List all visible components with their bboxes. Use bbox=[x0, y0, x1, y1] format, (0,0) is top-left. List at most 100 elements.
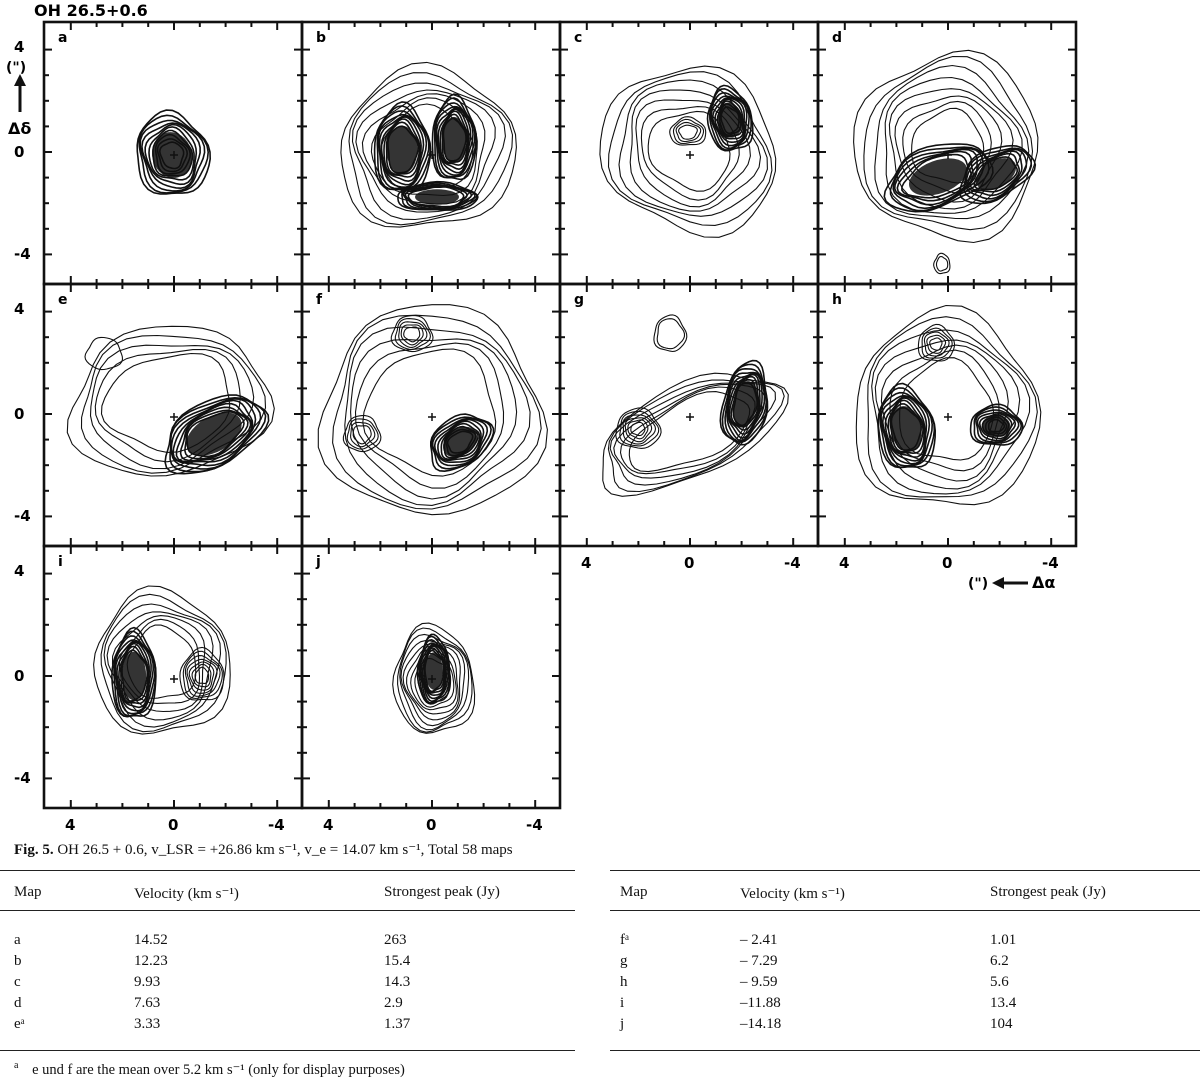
table-rule-bottom-left bbox=[0, 1050, 575, 1051]
table-cell-map: a bbox=[14, 932, 21, 948]
center-cross bbox=[170, 413, 178, 421]
table-rule-bottom-right bbox=[610, 1050, 1200, 1051]
table-cell-peak: 5.6 bbox=[990, 974, 1009, 990]
header-peak: Strongest peak (Jy) bbox=[384, 884, 500, 900]
y-tick-label: -4 bbox=[14, 245, 31, 263]
y-tick-label: 0 bbox=[14, 143, 24, 161]
table-cell-velocity: – 2.41 bbox=[740, 932, 778, 948]
y-tick-label: 4 bbox=[14, 300, 24, 318]
table-cell-velocity: –14.18 bbox=[740, 1016, 782, 1032]
table-cell-map: b bbox=[14, 953, 22, 969]
table-cell-velocity: 3.33 bbox=[134, 1016, 161, 1032]
x-axis-unit: (") bbox=[968, 576, 988, 592]
center-cross bbox=[686, 413, 694, 421]
x-tick-label: 4 bbox=[65, 816, 75, 834]
y-tick-label: 4 bbox=[14, 38, 24, 56]
x-tick-label: -4 bbox=[784, 554, 801, 572]
caption-text: OH 26.5 + 0.6, v_LSR = +26.86 km s⁻¹, v_… bbox=[57, 842, 513, 858]
panel-b: b bbox=[300, 20, 562, 286]
table-cell-peak: 263 bbox=[384, 932, 407, 948]
footnote-marker: a bbox=[14, 1060, 19, 1071]
y-axis-unit: (") bbox=[6, 60, 26, 76]
header-velocity: Velocity (km s⁻¹) bbox=[134, 886, 239, 902]
table-cell-peak: 2.9 bbox=[384, 995, 403, 1011]
panel-e: e 4 0 -4 bbox=[14, 282, 304, 548]
contour-lines bbox=[602, 314, 789, 497]
contour-lines bbox=[136, 109, 212, 195]
figure-caption: Fig. 5. OH 26.5 + 0.6, v_LSR = +26.86 km… bbox=[14, 840, 513, 859]
panel-label: g bbox=[574, 292, 584, 308]
x-axis-label: Δα bbox=[1032, 573, 1055, 592]
table-cell-peak: 14.3 bbox=[384, 974, 411, 990]
footnote-text: e und f are the mean over 5.2 km s⁻¹ (on… bbox=[32, 1061, 405, 1078]
table-cell-map: g bbox=[620, 953, 628, 969]
panel-frame bbox=[300, 282, 562, 548]
y-tick-label: -4 bbox=[14, 507, 31, 525]
center-cross bbox=[170, 675, 178, 683]
table-rule-top-left bbox=[0, 870, 575, 871]
x-tick-label: 4 bbox=[323, 816, 333, 834]
panel-j: j 4 0 -4 bbox=[300, 544, 562, 834]
footnote: a e und f are the mean over 5.2 km s⁻¹ (… bbox=[14, 1060, 405, 1079]
table-cell-map: d bbox=[14, 995, 22, 1011]
panel-a: a 4 0 -4 bbox=[14, 20, 304, 286]
panel-label: e bbox=[58, 292, 68, 308]
table-rule-mid-right bbox=[610, 910, 1200, 911]
table-cell-peak: 1.01 bbox=[990, 932, 1017, 948]
panel-f: f bbox=[300, 282, 562, 548]
table-cell-velocity: – 7.29 bbox=[740, 953, 778, 969]
panel-label: h bbox=[832, 292, 842, 308]
y-axis-label: Δδ bbox=[8, 119, 31, 138]
x-tick-label: 0 bbox=[426, 816, 436, 834]
panel-frame bbox=[558, 282, 820, 548]
panel-frame bbox=[42, 544, 304, 810]
table-rule-mid-left bbox=[0, 910, 575, 911]
x-tick-label: 4 bbox=[839, 554, 849, 572]
x-tick-label: -4 bbox=[526, 816, 543, 834]
contour-lines bbox=[93, 585, 231, 735]
table-cell-velocity: – 9.59 bbox=[740, 974, 778, 990]
table-rule-top-right bbox=[610, 870, 1200, 871]
center-cross bbox=[428, 413, 436, 421]
panel-label: i bbox=[58, 554, 63, 570]
table-cell-map: c bbox=[14, 974, 21, 990]
y-tick-label: 4 bbox=[14, 562, 24, 580]
header-peak: Strongest peak (Jy) bbox=[990, 884, 1106, 900]
table-cell-peak: 1.37 bbox=[384, 1016, 411, 1032]
figure-title: OH 26.5+0.6 bbox=[34, 1, 148, 20]
panel-g: g 4 0 -4 bbox=[558, 282, 820, 572]
table-cell-map: h bbox=[620, 974, 628, 990]
panel-label: j bbox=[315, 554, 321, 570]
center-cross bbox=[944, 413, 952, 421]
panel-h: h 4 0 -4 bbox=[816, 282, 1078, 572]
x-tick-label: -4 bbox=[1042, 554, 1059, 572]
x-tick-label: 4 bbox=[581, 554, 591, 572]
table-cell-peak: 6.2 bbox=[990, 953, 1009, 969]
table-cell-map: i bbox=[620, 995, 625, 1011]
center-cross bbox=[686, 151, 694, 159]
table-cell-velocity: 9.93 bbox=[134, 974, 161, 990]
table-cell-peak: 104 bbox=[990, 1016, 1013, 1032]
panel-label: f bbox=[316, 292, 323, 308]
panel-label: a bbox=[58, 30, 67, 46]
panel-frame bbox=[558, 20, 820, 286]
x-axis-arrowhead bbox=[992, 577, 1004, 589]
x-tick-label: 0 bbox=[684, 554, 694, 572]
panel-c: c bbox=[558, 20, 820, 286]
axis-labels: (") Δδ (") Δα bbox=[6, 60, 1055, 592]
panel-label: d bbox=[832, 30, 842, 46]
contour-map-figure: OH 26.5+0.6 a 4 0 -4 b c d e 4 0 -4 f g 4 0 -4 h 4 0 -4 i 4 0 -… bbox=[6, 1, 1078, 834]
contour-lines bbox=[317, 304, 548, 516]
header-velocity: Velocity (km s⁻¹) bbox=[740, 886, 845, 902]
y-tick-label: 0 bbox=[14, 405, 24, 423]
y-tick-label: 0 bbox=[14, 667, 24, 685]
table-cell-velocity: 7.63 bbox=[134, 995, 161, 1011]
panel-label: c bbox=[574, 30, 582, 46]
table-cell-velocity: 12.23 bbox=[134, 953, 168, 969]
table-cell-peak: 13.4 bbox=[990, 995, 1017, 1011]
contour-lines bbox=[66, 325, 275, 477]
contour-lines bbox=[599, 65, 777, 238]
panel-d: d bbox=[816, 20, 1078, 286]
header-map: Map bbox=[14, 884, 42, 900]
contour-lines bbox=[853, 49, 1039, 275]
